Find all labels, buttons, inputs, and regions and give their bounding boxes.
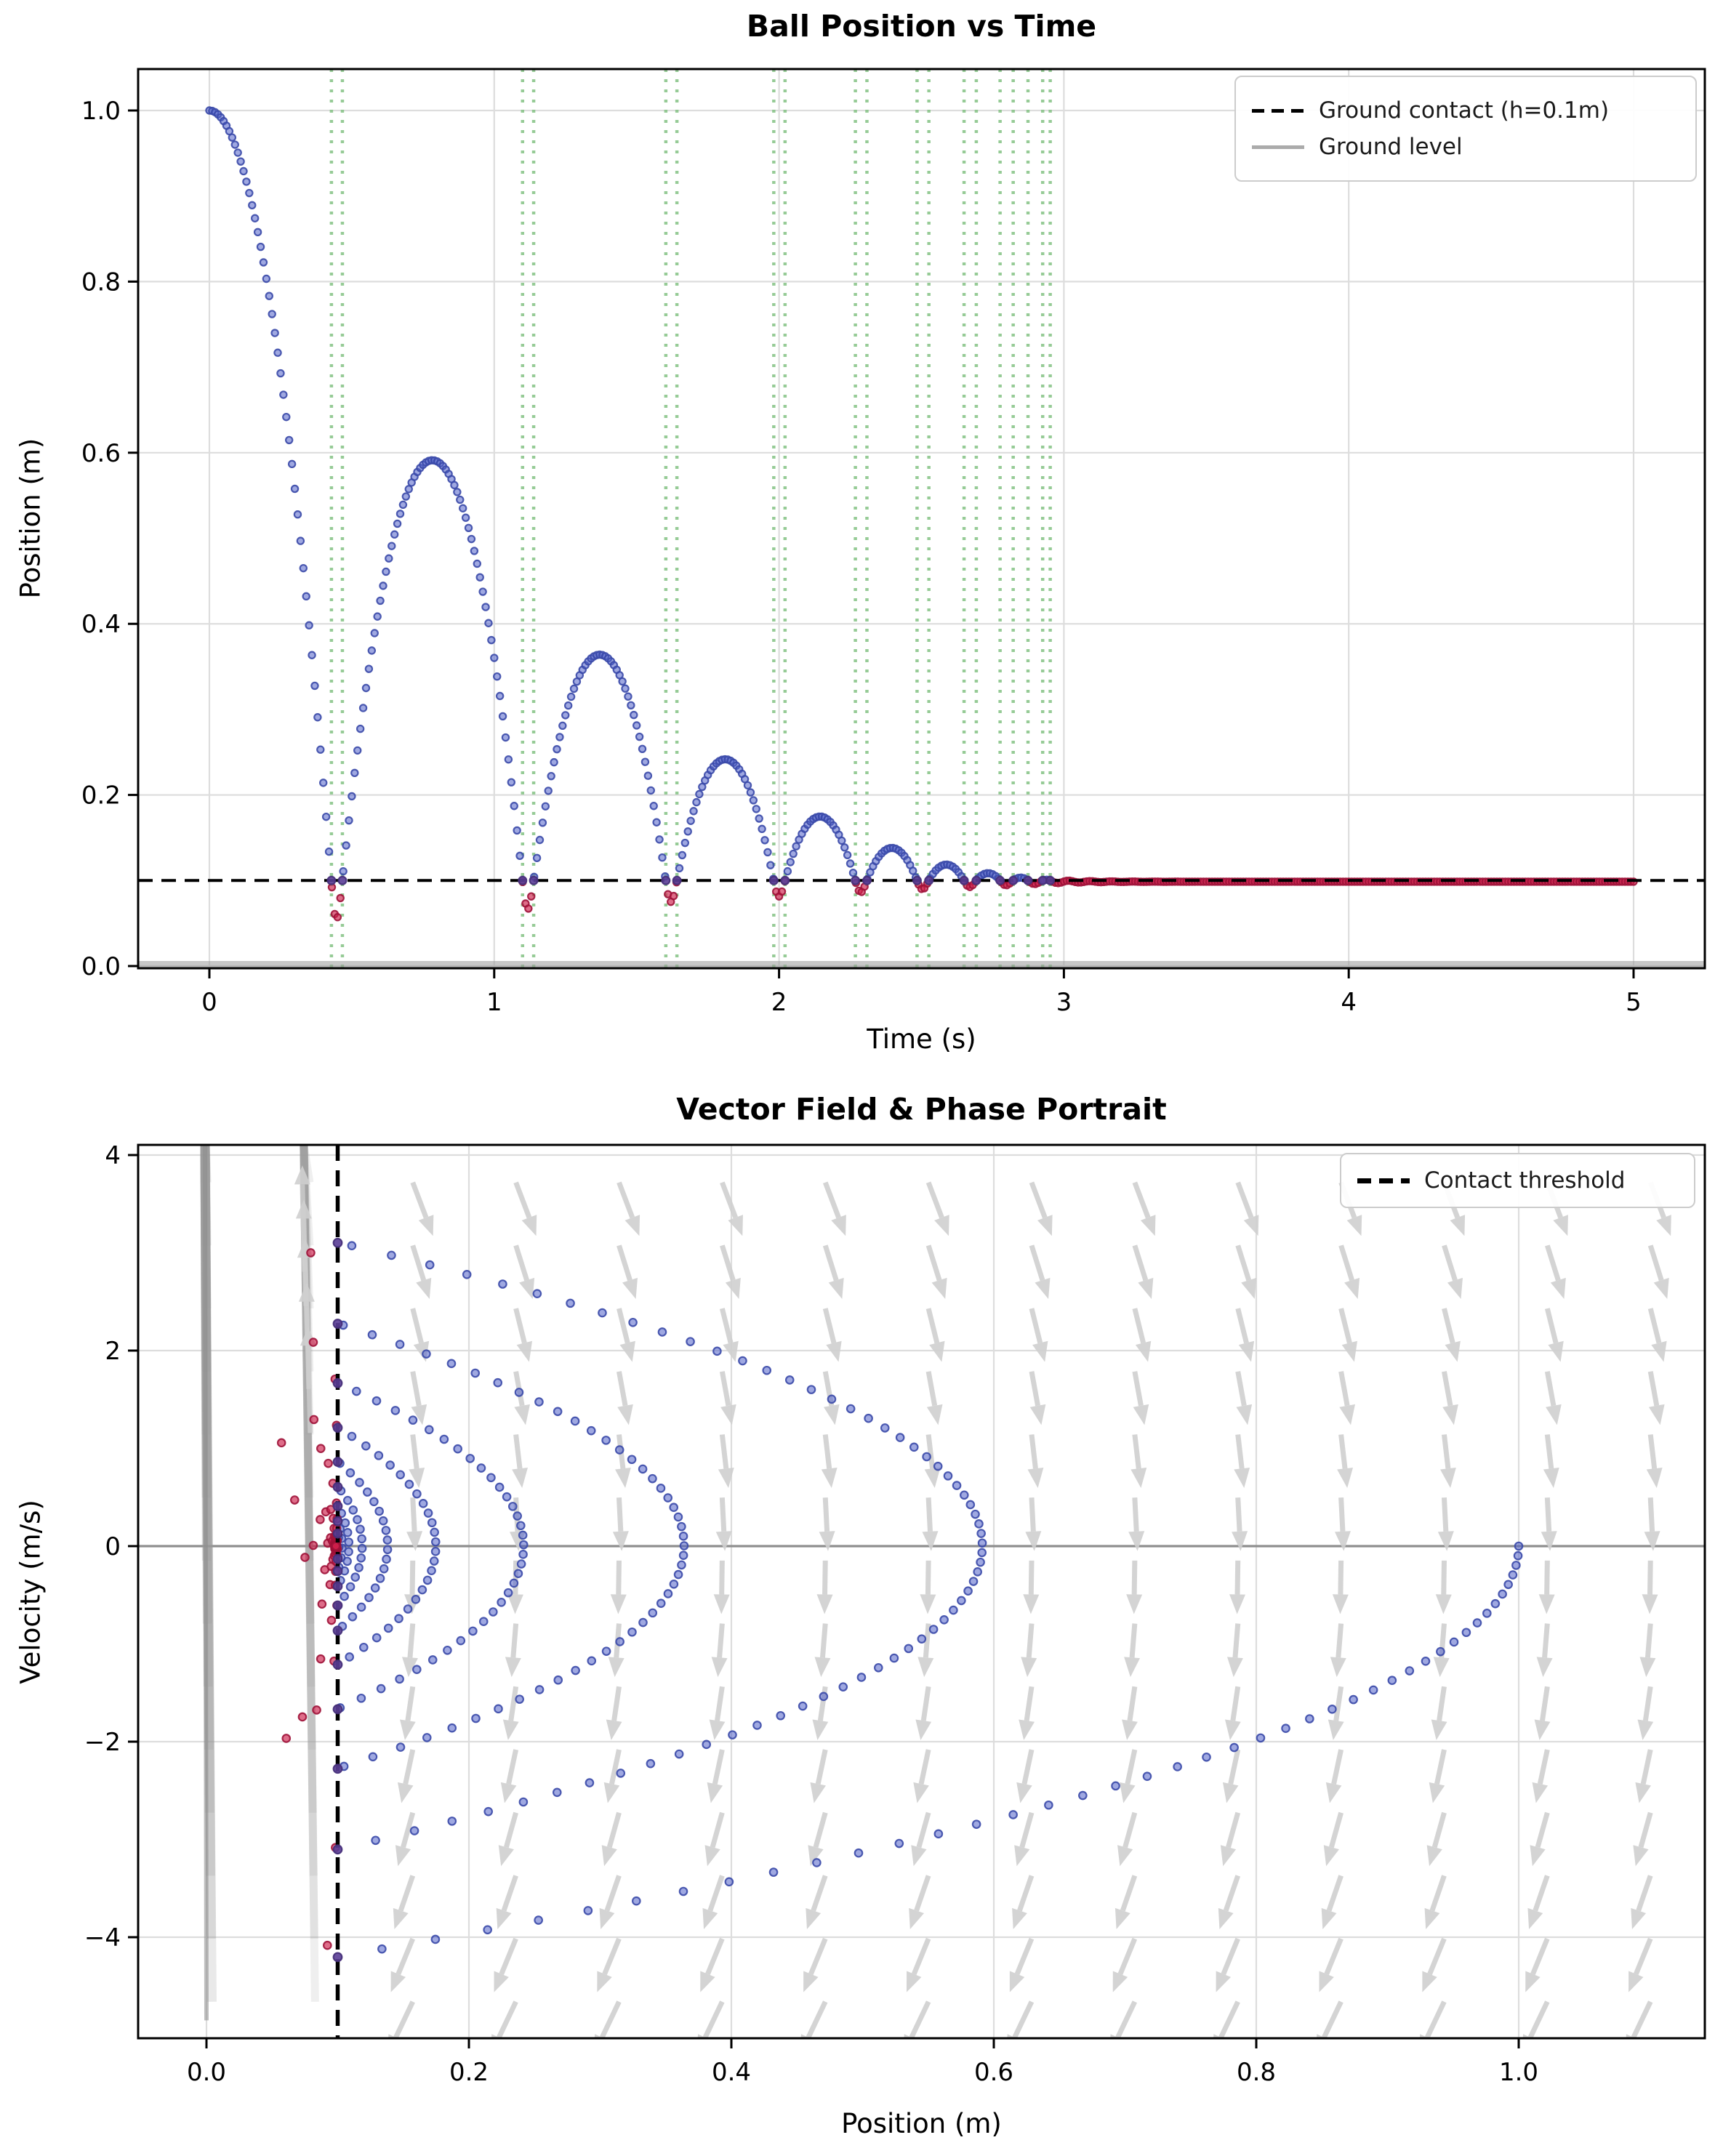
top-plot-title: Ball Position vs Time [746,9,1097,44]
top-axis-ticks: 0 1 2 3 4 5 0.0 0.2 0.4 0.6 0.8 1.0 [81,97,1642,1017]
svg-text:1.0: 1.0 [1499,2058,1538,2087]
svg-text:0.4: 0.4 [712,2058,751,2087]
svg-text:0.4: 0.4 [81,610,121,639]
bottom-axis-ticks: 0.0 0.2 0.4 0.6 0.8 1.0 −4 −2 0 2 4 [84,1141,1538,2087]
bottom-plot-title: Vector Field & Phase Portrait [676,1092,1167,1127]
legend-label: Ground contact (h=0.1m) [1319,97,1610,124]
svg-text:4: 4 [105,1141,121,1170]
svg-text:5: 5 [1626,988,1642,1017]
bottom-vector-field [200,1145,1671,2038]
top-position-points [205,106,1638,922]
top-ground-level-band [138,961,1705,968]
legend-item-ground-contact: Ground contact (h=0.1m) [1252,97,1679,124]
top-axes-spines [137,68,1706,970]
bottom-plot-xlabel: Position (m) [841,2108,1002,2139]
svg-text:−2: −2 [84,1728,121,1757]
svg-text:0.0: 0.0 [81,952,121,981]
svg-text:1: 1 [486,988,502,1017]
bottom-crossing-points [332,1237,343,1963]
svg-text:0.2: 0.2 [449,2058,489,2087]
top-plot-xlabel: Time (s) [867,1023,976,1055]
svg-text:0: 0 [201,988,217,1017]
svg-text:0: 0 [105,1532,121,1561]
legend-label: Ground level [1319,134,1463,160]
bottom-plot-ylabel: Velocity (m/s) [15,1500,47,1684]
top-contact-event-lines [329,69,1052,968]
top-crossing-points [326,875,1056,885]
svg-text:0.6: 0.6 [974,2058,1013,2087]
dashed-line-sample [1252,108,1304,113]
svg-text:0.0: 0.0 [187,2058,226,2087]
top-plot-legend: Ground contact (h=0.1m) Ground level [1234,76,1697,182]
bottom-axes-spines [137,1143,1706,2040]
dashed-line-sample [1357,1178,1410,1183]
legend-item-ground-level: Ground level [1252,134,1679,160]
svg-text:0.6: 0.6 [81,439,121,468]
top-plot-ylabel: Position (m) [15,438,47,599]
svg-text:0.2: 0.2 [81,781,121,810]
svg-text:2: 2 [771,988,787,1017]
svg-text:0.8: 0.8 [1237,2058,1276,2087]
svg-text:−4: −4 [84,1923,121,1952]
bottom-plot-legend: Contact threshold [1340,1153,1695,1208]
svg-text:4: 4 [1341,988,1357,1017]
legend-item-contact-threshold: Contact threshold [1357,1167,1678,1194]
svg-text:3: 3 [1056,988,1072,1017]
top-gridlines [138,69,1705,968]
svg-text:2: 2 [105,1337,121,1366]
svg-text:0.8: 0.8 [81,268,121,297]
legend-label: Contact threshold [1424,1167,1626,1194]
bottom-phase-trajectory-points [276,1241,1524,1954]
gray-line-sample [1252,145,1304,149]
svg-text:1.0: 1.0 [81,97,121,126]
